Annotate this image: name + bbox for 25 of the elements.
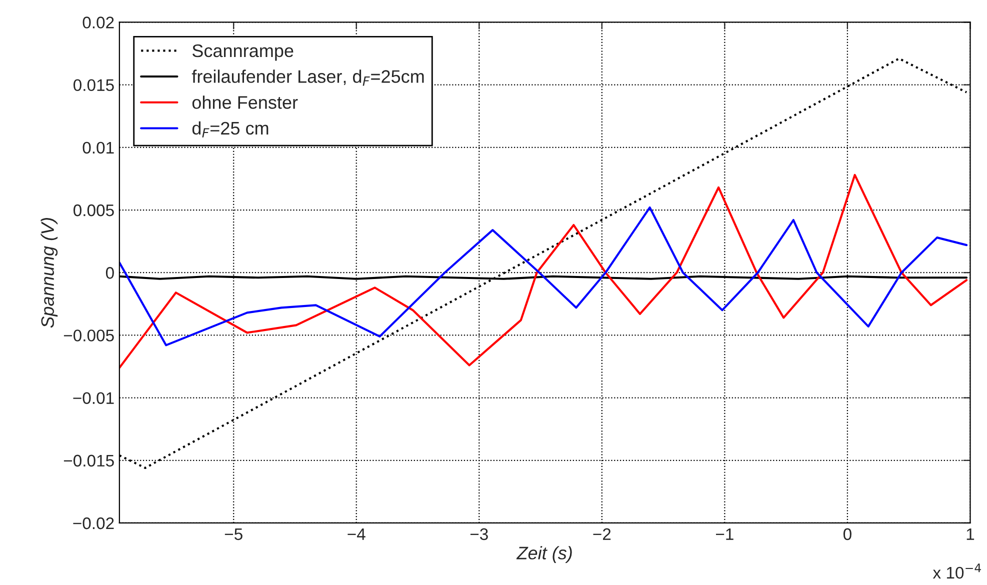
y-axis-title: Spannung (V) (40, 218, 58, 328)
y-tick-label: 0.015 (74, 79, 114, 92)
y-tick-label: −0.01 (73, 392, 114, 404)
legend-label: ohne Fenster (192, 96, 298, 109)
y-tick-label: −0.005 (64, 330, 114, 342)
legend-label: freilaufender Laser, d$_{F}$=25cm (192, 70, 424, 86)
legend-label: Scannrampe (192, 44, 294, 61)
x-tick-label: −4 (348, 528, 366, 540)
x-tick-label: 0 (843, 528, 852, 540)
y-tick-label: 0.02 (82, 16, 114, 28)
y-tick-label: 0.005 (74, 204, 114, 216)
x-tick-label: −3 (470, 528, 488, 540)
y-tick-label: −0.015 (64, 454, 114, 467)
text: x 10$^{−4}$ (932, 564, 981, 579)
y-tick-label: 0.01 (82, 142, 114, 154)
legend-label: d$_{F}$=25 cm (192, 121, 268, 138)
x-tick-label: 1 (966, 528, 974, 540)
x-tick-label: −2 (593, 528, 611, 540)
x-tick-label: −1 (716, 528, 734, 540)
y-tick-label: 0 (106, 267, 114, 279)
y-tick-label: −0.02 (73, 517, 114, 530)
x-axis-title: Zeit (s) (516, 546, 572, 563)
line-series (119, 206, 968, 346)
x-tick-label: −5 (224, 528, 242, 540)
line-series (119, 174, 968, 369)
